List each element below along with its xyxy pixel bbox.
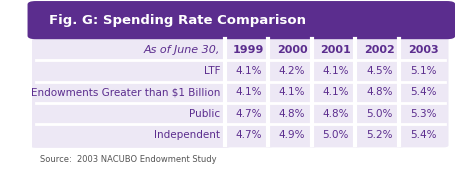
Text: 5.3%: 5.3%: [409, 108, 435, 118]
Text: 4.7%: 4.7%: [235, 130, 261, 140]
Text: Public: Public: [189, 108, 220, 118]
Text: 4.8%: 4.8%: [365, 87, 392, 97]
Text: 2001: 2001: [320, 45, 350, 55]
FancyBboxPatch shape: [266, 37, 317, 147]
Text: 5.1%: 5.1%: [409, 66, 435, 76]
Text: Source:  2003 NACUBO Endowment Study: Source: 2003 NACUBO Endowment Study: [40, 155, 216, 164]
Text: 4.1%: 4.1%: [235, 66, 261, 76]
Text: 5.0%: 5.0%: [365, 108, 392, 118]
Text: 5.0%: 5.0%: [322, 130, 348, 140]
Text: As of June 30,: As of June 30,: [144, 45, 220, 55]
Text: Endowments Greater than $1 Billion: Endowments Greater than $1 Billion: [31, 87, 220, 97]
Text: 4.8%: 4.8%: [278, 108, 305, 118]
Text: 4.5%: 4.5%: [365, 66, 392, 76]
Text: 4.7%: 4.7%: [235, 108, 261, 118]
Text: 4.1%: 4.1%: [322, 87, 348, 97]
Text: 4.1%: 4.1%: [235, 87, 261, 97]
FancyBboxPatch shape: [309, 37, 360, 147]
Text: 1999: 1999: [233, 45, 263, 55]
FancyBboxPatch shape: [353, 37, 404, 147]
Text: 2003: 2003: [407, 45, 437, 55]
Text: 5.4%: 5.4%: [409, 87, 435, 97]
Text: LTF: LTF: [203, 66, 220, 76]
Text: 5.2%: 5.2%: [365, 130, 392, 140]
Text: 4.2%: 4.2%: [278, 66, 305, 76]
Text: 4.1%: 4.1%: [278, 87, 305, 97]
Text: 2000: 2000: [276, 45, 307, 55]
Text: Independent: Independent: [154, 130, 220, 140]
FancyBboxPatch shape: [222, 37, 273, 147]
FancyBboxPatch shape: [397, 37, 448, 147]
FancyBboxPatch shape: [27, 1, 454, 39]
Text: 2002: 2002: [363, 45, 394, 55]
Text: 4.1%: 4.1%: [322, 66, 348, 76]
FancyBboxPatch shape: [30, 37, 230, 148]
Text: 4.9%: 4.9%: [278, 130, 305, 140]
Text: 5.4%: 5.4%: [409, 130, 435, 140]
Text: Fig. G: Spending Rate Comparison: Fig. G: Spending Rate Comparison: [48, 14, 305, 27]
Text: 4.8%: 4.8%: [322, 108, 348, 118]
